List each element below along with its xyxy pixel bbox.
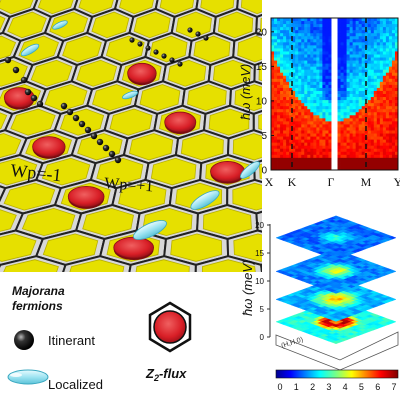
- legend-title-line1: Majorana: [12, 284, 65, 298]
- legend-title-line2: fermions: [12, 299, 63, 313]
- spectrum-heatmap: [271, 18, 399, 171]
- stack-z-axis: 0 5 10 15 20: [255, 221, 270, 342]
- energy-slices: [275, 215, 397, 345]
- spectrum-x-tick: Y: [394, 175, 400, 189]
- spectrum-y-tick: 20: [256, 27, 268, 38]
- stack-y-label: ħω (meV): [240, 260, 255, 316]
- spectrum-y-tick: 15: [256, 62, 268, 73]
- stack-z-tick: 15: [255, 249, 264, 258]
- legend: Majorana fermions Itinerant Localized Z2…: [7, 284, 192, 392]
- colorbar-tick: 6: [375, 382, 380, 392]
- colorbar-tick: 7: [391, 382, 396, 392]
- legend-itinerant: Itinerant: [48, 333, 95, 348]
- colorbar-tick: 4: [343, 382, 348, 392]
- stack-z-tick: 5: [260, 305, 265, 314]
- colorbar-tick: 0: [277, 382, 282, 392]
- stack-z-tick: 20: [255, 221, 264, 230]
- itinerant-marker-icon: [14, 330, 34, 350]
- spectrum-y-axis: 0 5 10 15 20: [256, 27, 274, 177]
- spectrum-x-tick: M: [361, 175, 372, 189]
- spectrum-x-tick: X: [265, 175, 274, 189]
- colorbar-tick: 1: [294, 382, 299, 392]
- spectrum-y-tick: 0: [261, 166, 267, 177]
- localized-marker-icon: [7, 369, 49, 385]
- colorbar-ticks: 0 1 2 3 4 5 6 7: [277, 382, 396, 392]
- colorbar-tick: 3: [326, 382, 331, 392]
- stack-z-tick: 10: [255, 277, 264, 286]
- spectrum-x-tick: Γ: [328, 175, 335, 189]
- legend-z2-flux: Z2-flux: [145, 366, 187, 383]
- plaquette-label-plus: Wp=+1: [104, 175, 154, 195]
- spectrum-y-label: ħω (meV): [238, 64, 253, 120]
- legend-localized: Localized: [48, 377, 103, 392]
- colorbar-tick: 5: [359, 382, 364, 392]
- spectrum-y-tick: 5: [261, 131, 267, 142]
- stack-z-tick: 0: [260, 333, 265, 342]
- colorbar-tick: 2: [310, 382, 315, 392]
- z2-flux-icon: [148, 301, 192, 353]
- spectrum-y-tick: 10: [256, 96, 268, 107]
- spectrum-x-tick: K: [288, 175, 297, 189]
- colorbar: [275, 369, 399, 379]
